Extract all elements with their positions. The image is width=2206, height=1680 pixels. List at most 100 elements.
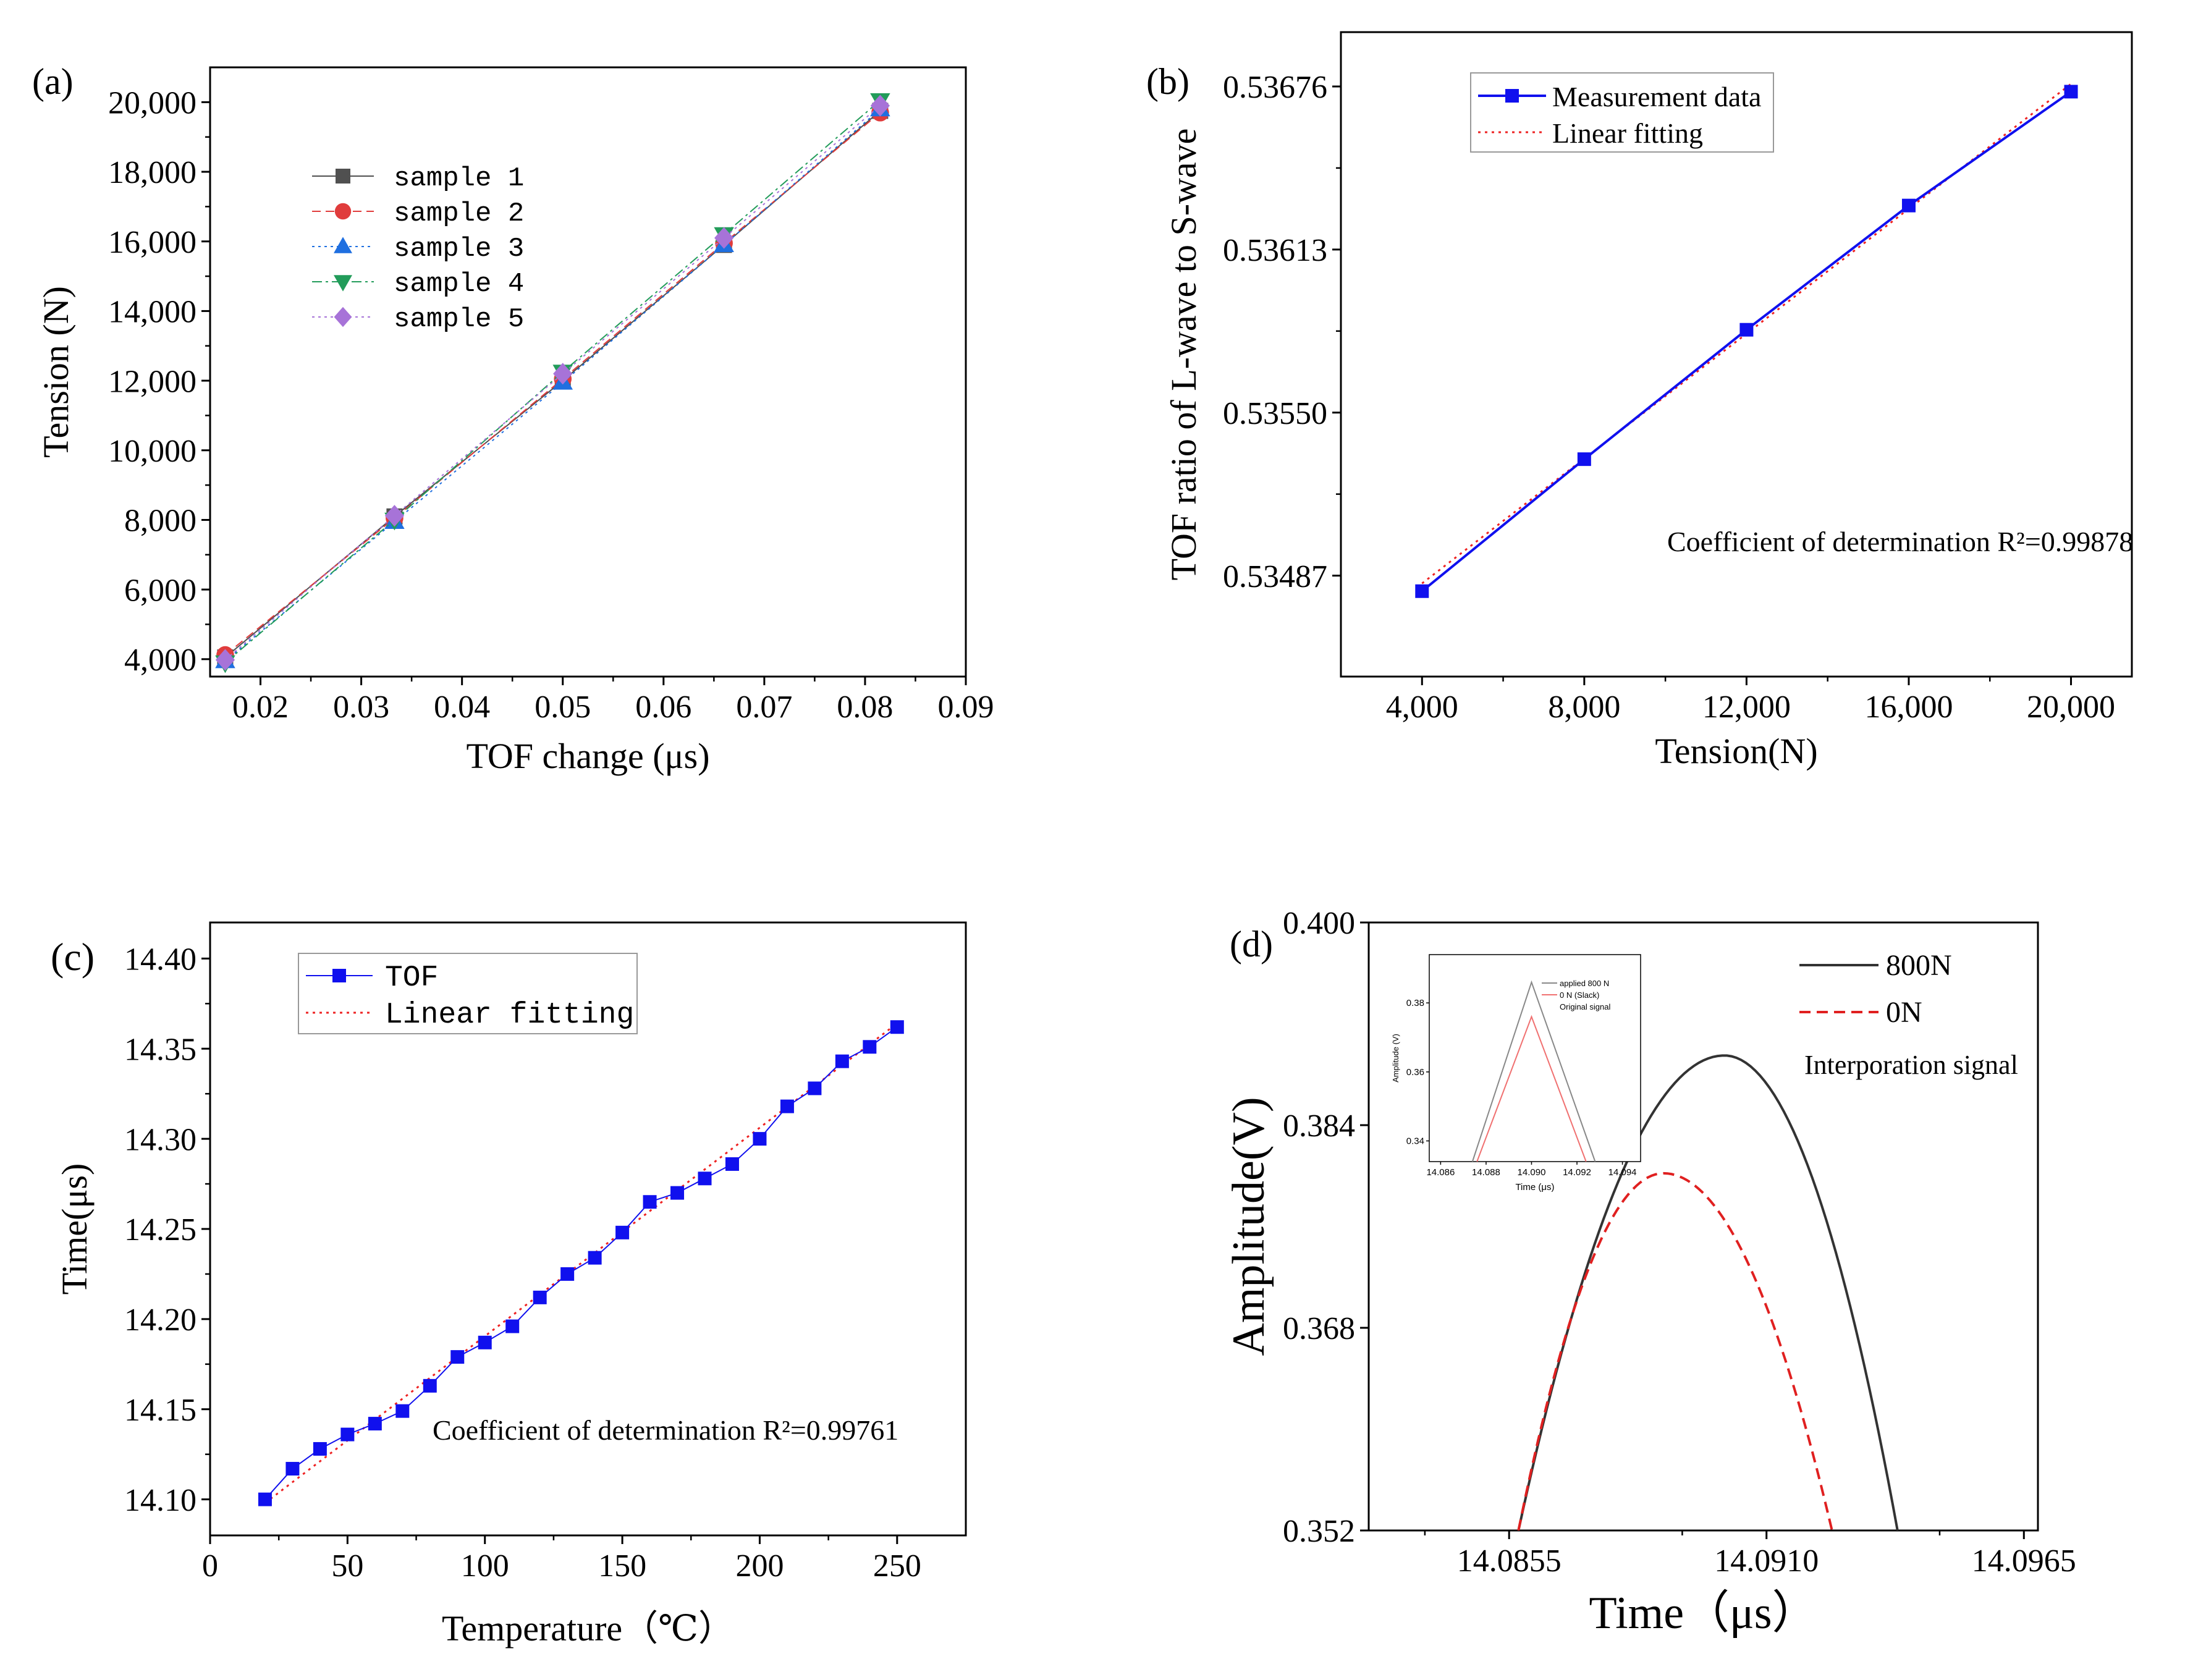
- data-point: [698, 1171, 712, 1186]
- x-tick-label: 200: [735, 1548, 784, 1584]
- data-point: [863, 1040, 877, 1054]
- inset-series: [1471, 980, 1596, 1162]
- data-point: [643, 1195, 657, 1209]
- data-point: [368, 1417, 382, 1431]
- curves-group: [1517, 1054, 1899, 1530]
- panel-label: (b): [1146, 61, 1190, 102]
- legend-marker: [1505, 89, 1519, 103]
- data-point: [285, 1462, 300, 1476]
- interpolation-annotation: Interporation signal: [1804, 1050, 2018, 1080]
- inset-y-axis-label: Amplitude (V): [1391, 1034, 1400, 1083]
- y-tick-label: 0.400: [1283, 906, 1355, 941]
- y-tick-label: 0.384: [1283, 1108, 1355, 1144]
- y-tick-label: 0.53550: [1223, 396, 1327, 431]
- legend-label: sample 4: [394, 269, 524, 300]
- data-point: [1577, 452, 1591, 466]
- x-tick-label: 0.04: [434, 690, 490, 725]
- x-axis-label: Tension(N): [1655, 731, 1817, 771]
- y-tick-label: 8,000: [124, 504, 197, 539]
- x-tick-label: 14.0965: [1972, 1543, 2076, 1579]
- inset-x-tick-label: 14.092: [1563, 1167, 1591, 1178]
- data-point: [553, 363, 573, 385]
- data-point: [714, 227, 734, 249]
- y-tick-label: 10,000: [108, 434, 197, 469]
- inset-plot: 14.086 14.088 14.090 14.092 14.094 0.34 0.36 0.…: [1391, 954, 1641, 1192]
- x-tick-label: 0.07: [736, 690, 792, 725]
- x-tick-label: 0.02: [232, 690, 289, 725]
- series-curve-0n: [1517, 1171, 1833, 1530]
- panel-a-tension-vs-tof-change: 0.02 0.03 0.04 0.05 0.06 0.07 0.08 0.09 4,000 6,0…: [32, 61, 994, 776]
- data-point: [450, 1350, 465, 1364]
- inset-legend-label: applied 800 N: [1560, 979, 1609, 988]
- data-point: [753, 1132, 767, 1146]
- y-tick-label: 14.10: [124, 1483, 197, 1518]
- inset-x-tick-label: 14.090: [1518, 1167, 1546, 1178]
- y-tick-label: 14.35: [124, 1032, 197, 1067]
- data-point: [835, 1054, 849, 1068]
- y-tick-label: 4,000: [124, 643, 197, 678]
- x-axis-label: Time（μs）: [1589, 1588, 1817, 1639]
- legend-marker: [334, 203, 352, 220]
- panel-b-tof-ratio-vs-tension: 4,000 8,000 12,000 16,000 20,000 0.53487 0.535…: [1146, 31, 2133, 771]
- y-tick-label: 0.53613: [1223, 233, 1327, 268]
- plot-frame: [209, 66, 967, 678]
- panel-label: (c): [51, 935, 95, 979]
- r-squared-annotation: Coefficient of determination R²=0.99761: [433, 1414, 898, 1446]
- data-point: [533, 1290, 547, 1304]
- y-tick-label: 6,000: [124, 573, 197, 608]
- legend-box: [298, 953, 638, 1034]
- inset-x-tick-label: 14.094: [1608, 1167, 1637, 1178]
- x-tick-label: 0: [202, 1548, 218, 1584]
- y-tick-label: 0.352: [1283, 1514, 1355, 1549]
- legend-label: Linear fitting: [1552, 117, 1703, 149]
- data-point: [670, 1186, 685, 1200]
- data-point: [808, 1081, 822, 1095]
- series-line-sample-5: [224, 105, 881, 661]
- panel-label: (a): [32, 61, 74, 102]
- panel-d-amplitude-vs-time: 14.0855 14.0910 14.0965 0.352 0.368 0.384 0.40…: [1223, 906, 2076, 1639]
- data-point: [890, 1020, 904, 1034]
- legend-marker: [334, 306, 352, 327]
- y-axis-label: Amplitude(V): [1223, 1097, 1274, 1356]
- x-tick-label: 0.06: [635, 690, 691, 725]
- y-tick-label: 20,000: [108, 86, 197, 121]
- inset-frame: [1429, 954, 1641, 1162]
- x-tick-label: 8,000: [1548, 690, 1620, 725]
- inset-series: [1476, 1015, 1587, 1162]
- y-tick-label: 14.25: [124, 1212, 197, 1247]
- inset-legend-label: 0 N (Slack): [1560, 990, 1599, 1000]
- data-point: [1739, 323, 1754, 337]
- legend-label: sample 5: [394, 304, 524, 335]
- plot-frame: [1367, 921, 2039, 1532]
- inset-y-tick-label: 0.38: [1406, 998, 1424, 1008]
- x-tick-label: 250: [873, 1548, 921, 1584]
- series-line-sample-4: [224, 99, 881, 664]
- r-squared-annotation: Coefficient of determination R²=0.99878: [1667, 526, 2133, 557]
- inset-legend-label: Original signal: [1560, 1002, 1610, 1011]
- y-tick-label: 0.53487: [1223, 559, 1327, 594]
- y-tick-label: 14.30: [124, 1122, 197, 1157]
- y-tick-label: 0.368: [1283, 1311, 1355, 1346]
- y-axis-label: Time(μs): [54, 1163, 95, 1295]
- data-point: [725, 1157, 739, 1171]
- legend-marker: [334, 237, 352, 253]
- panel-label: (d): [1230, 924, 1273, 965]
- y-tick-label: 12,000: [108, 364, 197, 399]
- legend-label: sample 3: [394, 234, 524, 264]
- legend-marker: [336, 169, 350, 184]
- x-tick-label: 16,000: [1864, 690, 1953, 725]
- legend-label: sample 2: [394, 198, 524, 229]
- inset-x-tick-label: 14.086: [1426, 1167, 1455, 1178]
- data-point: [423, 1378, 437, 1393]
- x-tick-label: 100: [461, 1548, 509, 1584]
- data-point: [395, 1404, 410, 1418]
- legend-marker: [334, 275, 352, 292]
- data-point: [870, 95, 890, 117]
- series-line-measurement-data: [1421, 90, 2072, 593]
- x-tick-label: 150: [598, 1548, 646, 1584]
- series-curve-800n: [1517, 1054, 1899, 1530]
- data-point: [313, 1442, 327, 1456]
- data-point: [340, 1427, 355, 1442]
- y-tick-label: 14,000: [108, 295, 197, 330]
